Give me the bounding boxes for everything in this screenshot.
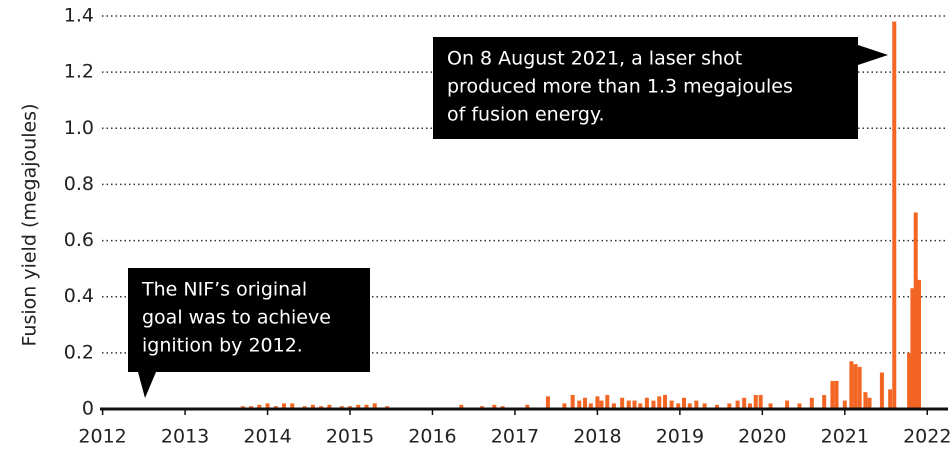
bar [657,396,662,409]
bar [822,394,827,409]
y-tick-label: 0.6 [64,229,94,251]
bar [669,400,674,409]
x-tick-label: 2017 [491,426,539,448]
annotation-text: of fusion energy. [447,104,605,126]
annotation-text: ignition by 2012. [142,335,303,357]
bar [599,400,604,409]
bar [676,403,681,409]
x-tick-label: 2013 [161,426,209,448]
bar [853,364,858,409]
bar [910,288,915,409]
x-tick-label: 2012 [78,426,126,448]
bar [842,400,847,409]
bar [753,394,758,409]
bar [702,403,707,409]
annotation-box [433,37,858,139]
bar [917,279,922,409]
y-tick-label: 0.8 [64,173,94,195]
y-tick-label: 0.4 [64,285,94,307]
bar [913,212,918,409]
bar [583,397,588,409]
x-tick-label: 2015 [326,426,374,448]
bar [879,372,884,409]
bar [867,397,872,409]
x-tick-label: 2021 [821,426,869,448]
bar [364,404,369,409]
bar [525,404,530,409]
annotation-text: produced more than 1.3 megajoules [447,76,793,98]
bar [768,403,773,409]
y-tick-label: 1.2 [64,61,94,83]
bar [626,400,631,409]
bar [651,400,656,409]
bar [742,397,747,409]
x-tick-label: 2016 [408,426,456,448]
bar [459,404,464,409]
bar [735,400,740,409]
bar [595,396,600,409]
bar [577,400,582,409]
bar [857,366,862,409]
annotation-box [128,268,370,372]
annotation-text: The NIF’s original [141,279,307,301]
y-tick-label: 0 [82,398,94,420]
y-tick-label: 1.0 [64,117,94,139]
bar [257,404,262,409]
bar [356,404,361,409]
bar [290,403,295,409]
bar [545,396,550,409]
bar [632,400,637,409]
bar [681,397,686,409]
bar [727,403,732,409]
bar [492,404,497,409]
bar [687,403,692,409]
bar [830,380,835,409]
bar [849,361,854,409]
bar [588,403,593,409]
bar [638,403,643,409]
x-tick-label: 2014 [243,426,291,448]
bar [892,21,897,409]
x-tick-label: 2020 [738,426,786,448]
bar [834,380,839,409]
bar [282,403,287,409]
x-tick-label: 2018 [573,426,621,448]
bar [747,403,752,409]
bar [694,400,699,409]
bar [620,397,625,409]
bar [907,352,912,409]
bar [714,404,719,409]
bar [605,394,610,409]
bar [863,392,868,409]
bar [570,394,575,409]
bar [372,403,377,409]
bar [327,404,332,409]
annotation-text: On 8 August 2021, a laser shot [447,48,742,70]
annotation-pointer [138,372,156,398]
y-tick-label: 1.4 [64,5,94,27]
bar [644,397,649,409]
annotation-text: goal was to achieve [142,307,331,329]
annotation-pointer [858,45,888,65]
bar [809,397,814,409]
bar [562,403,567,409]
bar [265,403,270,409]
x-tick-label: 2022 [903,426,951,448]
bar [797,403,802,409]
y-axis-label: Fusion yield (megajoules) [19,104,41,347]
x-tick-label: 2019 [656,426,704,448]
bar [888,389,893,409]
bar [310,404,315,409]
bar [758,394,763,409]
bar [785,400,790,409]
bar [611,403,616,409]
bar [663,394,668,409]
y-tick-label: 0.2 [64,341,94,363]
